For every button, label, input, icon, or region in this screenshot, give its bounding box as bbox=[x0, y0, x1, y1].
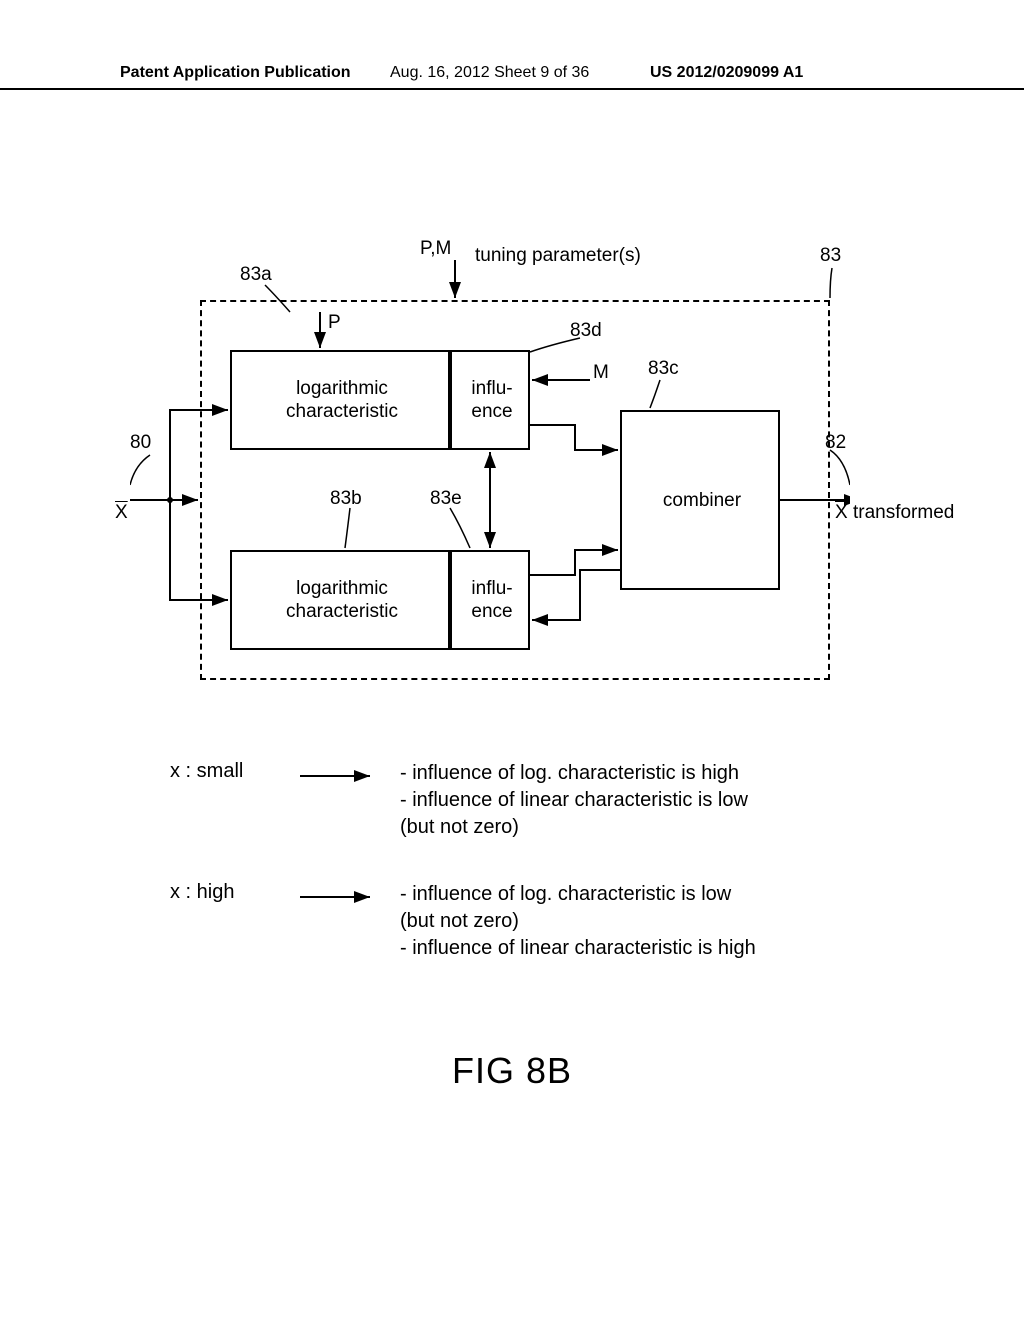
note1-line3: (but not zero) bbox=[400, 814, 870, 841]
note1-left: x : small bbox=[170, 760, 300, 783]
header-left: Patent Application Publication bbox=[120, 64, 351, 82]
label-P: P bbox=[328, 312, 341, 335]
header-mid: Aug. 16, 2012 Sheet 9 of 36 bbox=[390, 64, 589, 82]
label-X: X bbox=[115, 502, 128, 525]
note1-line2: - influence of linear characteristic is … bbox=[400, 787, 870, 814]
arrow-icon bbox=[300, 881, 400, 910]
notes-section: x : small - influence of log. characteri… bbox=[170, 760, 870, 1002]
label-inf2: influ- ence bbox=[452, 578, 532, 624]
ref-83e: 83e bbox=[430, 488, 462, 511]
note1-right: - influence of log. characteristic is hi… bbox=[400, 760, 870, 841]
ref-80: 80 bbox=[130, 432, 151, 455]
note2-line1: - influence of log. characteristic is lo… bbox=[400, 881, 870, 908]
box-83c-combiner: combiner bbox=[620, 410, 780, 590]
label-combiner: combiner bbox=[622, 490, 782, 513]
figure-label: FIG 8B bbox=[0, 1050, 1024, 1092]
header-right: US 2012/0209099 A1 bbox=[650, 64, 803, 82]
note2-line3: - influence of linear characteristic is … bbox=[400, 935, 870, 962]
box-83e-influence: influ- ence bbox=[450, 550, 530, 650]
label-log1: logarithmic characteristic bbox=[232, 378, 452, 424]
note-row-1: x : small - influence of log. characteri… bbox=[170, 760, 870, 841]
ref-83c: 83c bbox=[648, 358, 679, 381]
label-log2: logarithmic characteristic bbox=[232, 578, 452, 624]
box-83b-log: logarithmic characteristic bbox=[230, 550, 450, 650]
ref-82: 82 bbox=[825, 432, 846, 455]
ref-83b: 83b bbox=[330, 488, 362, 511]
tuning-pm: P,M bbox=[420, 238, 451, 261]
ref-83d: 83d bbox=[570, 320, 602, 343]
note1-line1: - influence of log. characteristic is hi… bbox=[400, 760, 870, 787]
note2-line2: (but not zero) bbox=[400, 908, 870, 935]
label-X-out: X transformed bbox=[835, 502, 954, 525]
arrow-icon bbox=[300, 760, 400, 789]
block-diagram: logarithmic characteristic influ- ence l… bbox=[130, 250, 850, 710]
page-header: Patent Application Publication Aug. 16, … bbox=[0, 60, 1024, 90]
note2-left: x : high bbox=[170, 881, 300, 904]
ref-83: 83 bbox=[820, 245, 841, 268]
label-inf1: influ- ence bbox=[452, 378, 532, 424]
box-83d-influence: influ- ence bbox=[450, 350, 530, 450]
ref-83a: 83a bbox=[240, 264, 272, 287]
label-M: M bbox=[593, 362, 609, 385]
note2-right: - influence of log. characteristic is lo… bbox=[400, 881, 870, 962]
tuning-label: tuning parameter(s) bbox=[475, 245, 641, 268]
note-row-2: x : high - influence of log. characteris… bbox=[170, 881, 870, 962]
box-83a-log: logarithmic characteristic bbox=[230, 350, 450, 450]
